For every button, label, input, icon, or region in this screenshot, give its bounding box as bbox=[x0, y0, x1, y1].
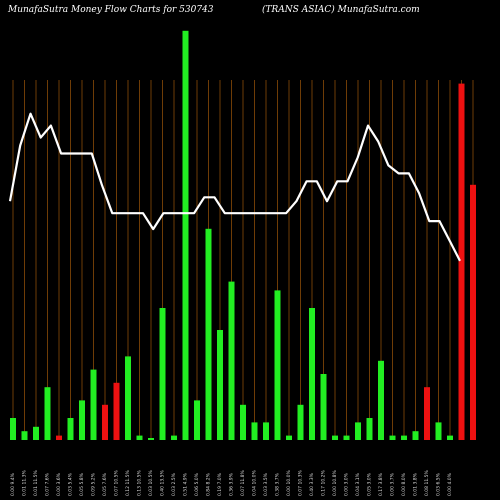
tick-label: 0.08 11.5% bbox=[424, 470, 430, 496]
tick-label: 0.01 3.8% bbox=[413, 472, 419, 496]
tick-label: 0.13 10.5% bbox=[137, 470, 143, 496]
tick-label: 0.00 3.0% bbox=[344, 472, 350, 496]
tick-label: 0.03 10.5% bbox=[148, 470, 154, 496]
bar bbox=[401, 435, 407, 440]
chart-title: MunafaSutra Money Flow Charts for 530743 bbox=[8, 5, 214, 15]
tick-label: 0.05 5.8% bbox=[79, 472, 85, 496]
bar bbox=[274, 290, 281, 440]
tick-label: 0.36 3.9% bbox=[229, 472, 235, 496]
bar bbox=[159, 308, 166, 440]
tick-label: 0.07 7.6% bbox=[45, 472, 51, 496]
x-tick-labels: 0.00 9.4% 0.01 11.3% 0.01 11.5% 0.07 7.6% 0.… bbox=[10, 470, 453, 496]
bar bbox=[10, 418, 16, 440]
tick-label: 0.00 3.6% bbox=[56, 472, 62, 496]
bar bbox=[389, 435, 396, 440]
bar bbox=[435, 422, 442, 440]
bar bbox=[378, 360, 384, 440]
bar bbox=[182, 30, 189, 441]
bars bbox=[10, 30, 476, 441]
bar bbox=[355, 422, 361, 440]
bar bbox=[33, 426, 39, 440]
bar bbox=[205, 228, 212, 440]
tick-label: 0.03 6.5% bbox=[436, 472, 442, 496]
bar bbox=[263, 422, 269, 440]
tick-label: 0.00 4.0% bbox=[447, 472, 453, 496]
bar bbox=[240, 404, 246, 440]
bar bbox=[424, 387, 430, 440]
tick-label: 0.00 10.8% bbox=[332, 470, 338, 496]
tick-label: 0.00 3.7% bbox=[390, 472, 396, 496]
tick-label: 0.06 5.0% bbox=[194, 472, 200, 496]
bar bbox=[21, 431, 28, 440]
bar bbox=[366, 418, 373, 440]
bar bbox=[194, 400, 200, 440]
tick-label: 0.01 11.5% bbox=[33, 470, 39, 496]
bar bbox=[447, 435, 453, 440]
bar bbox=[148, 438, 154, 440]
bar bbox=[44, 387, 51, 440]
bar bbox=[79, 400, 85, 440]
tick-label: 0.03 5.4% bbox=[68, 472, 74, 496]
bar bbox=[228, 281, 235, 440]
bar bbox=[125, 356, 131, 440]
tick-label: 0.17 3.8% bbox=[378, 472, 384, 496]
chart-subtitle: (TRANS ASIAC) MunafaSutra.com bbox=[262, 5, 420, 15]
tick-label: 0.07 10.5% bbox=[114, 470, 120, 496]
bar bbox=[286, 435, 292, 440]
tick-label: 0.40 13.5% bbox=[160, 470, 166, 496]
tick-label: 0.17 10.2% bbox=[321, 470, 327, 496]
bar bbox=[412, 431, 419, 440]
tick-label: 0.00 9.4% bbox=[10, 472, 16, 496]
bar bbox=[171, 435, 177, 440]
tick-label: 0.04 10.0% bbox=[252, 470, 258, 496]
bar bbox=[470, 184, 476, 440]
tick-label: 0.00 10.0% bbox=[286, 470, 292, 496]
bar bbox=[217, 330, 223, 440]
tick-label: 0.04 3.1% bbox=[355, 472, 361, 496]
grid-lines bbox=[12, 80, 474, 440]
tick-label: 0.07 11.8% bbox=[240, 470, 246, 496]
bar bbox=[136, 435, 143, 440]
tick-label: 0.09 5.2% bbox=[91, 472, 97, 496]
tick-label: 0.07 10.3% bbox=[298, 470, 304, 496]
bar bbox=[343, 435, 350, 440]
price-line bbox=[8, 112, 461, 262]
bar bbox=[332, 435, 338, 440]
tick-label: 0.38 3.7% bbox=[275, 472, 281, 496]
bar bbox=[90, 369, 97, 440]
bar bbox=[113, 382, 120, 440]
bar bbox=[251, 422, 258, 440]
bar bbox=[56, 435, 62, 440]
tick-label: 0.03 3.5% bbox=[263, 472, 269, 496]
bar bbox=[309, 308, 315, 440]
tick-label: 0.40 3.3% bbox=[309, 472, 315, 496]
tick-label: 0.84 8.2% bbox=[206, 472, 212, 496]
tick-label: 0.03 2.5% bbox=[171, 472, 177, 496]
bar bbox=[297, 404, 304, 440]
tick-label: 0.05 3.0% bbox=[367, 472, 373, 496]
bar bbox=[67, 418, 74, 440]
tick-label: 0.05 7.6% bbox=[102, 472, 108, 496]
bar bbox=[102, 404, 108, 440]
tick-label: 0.19 7.0% bbox=[217, 472, 223, 496]
tick-label: 0.01 11.3% bbox=[22, 470, 28, 496]
bar bbox=[458, 83, 465, 440]
tick-label: 0.12 11.5% bbox=[125, 470, 131, 496]
tick-label: 0.00 8.0% bbox=[401, 472, 407, 496]
tick-label: 0.51 4.9% bbox=[183, 472, 189, 496]
bar bbox=[320, 374, 327, 440]
price-line-path bbox=[8, 112, 461, 262]
